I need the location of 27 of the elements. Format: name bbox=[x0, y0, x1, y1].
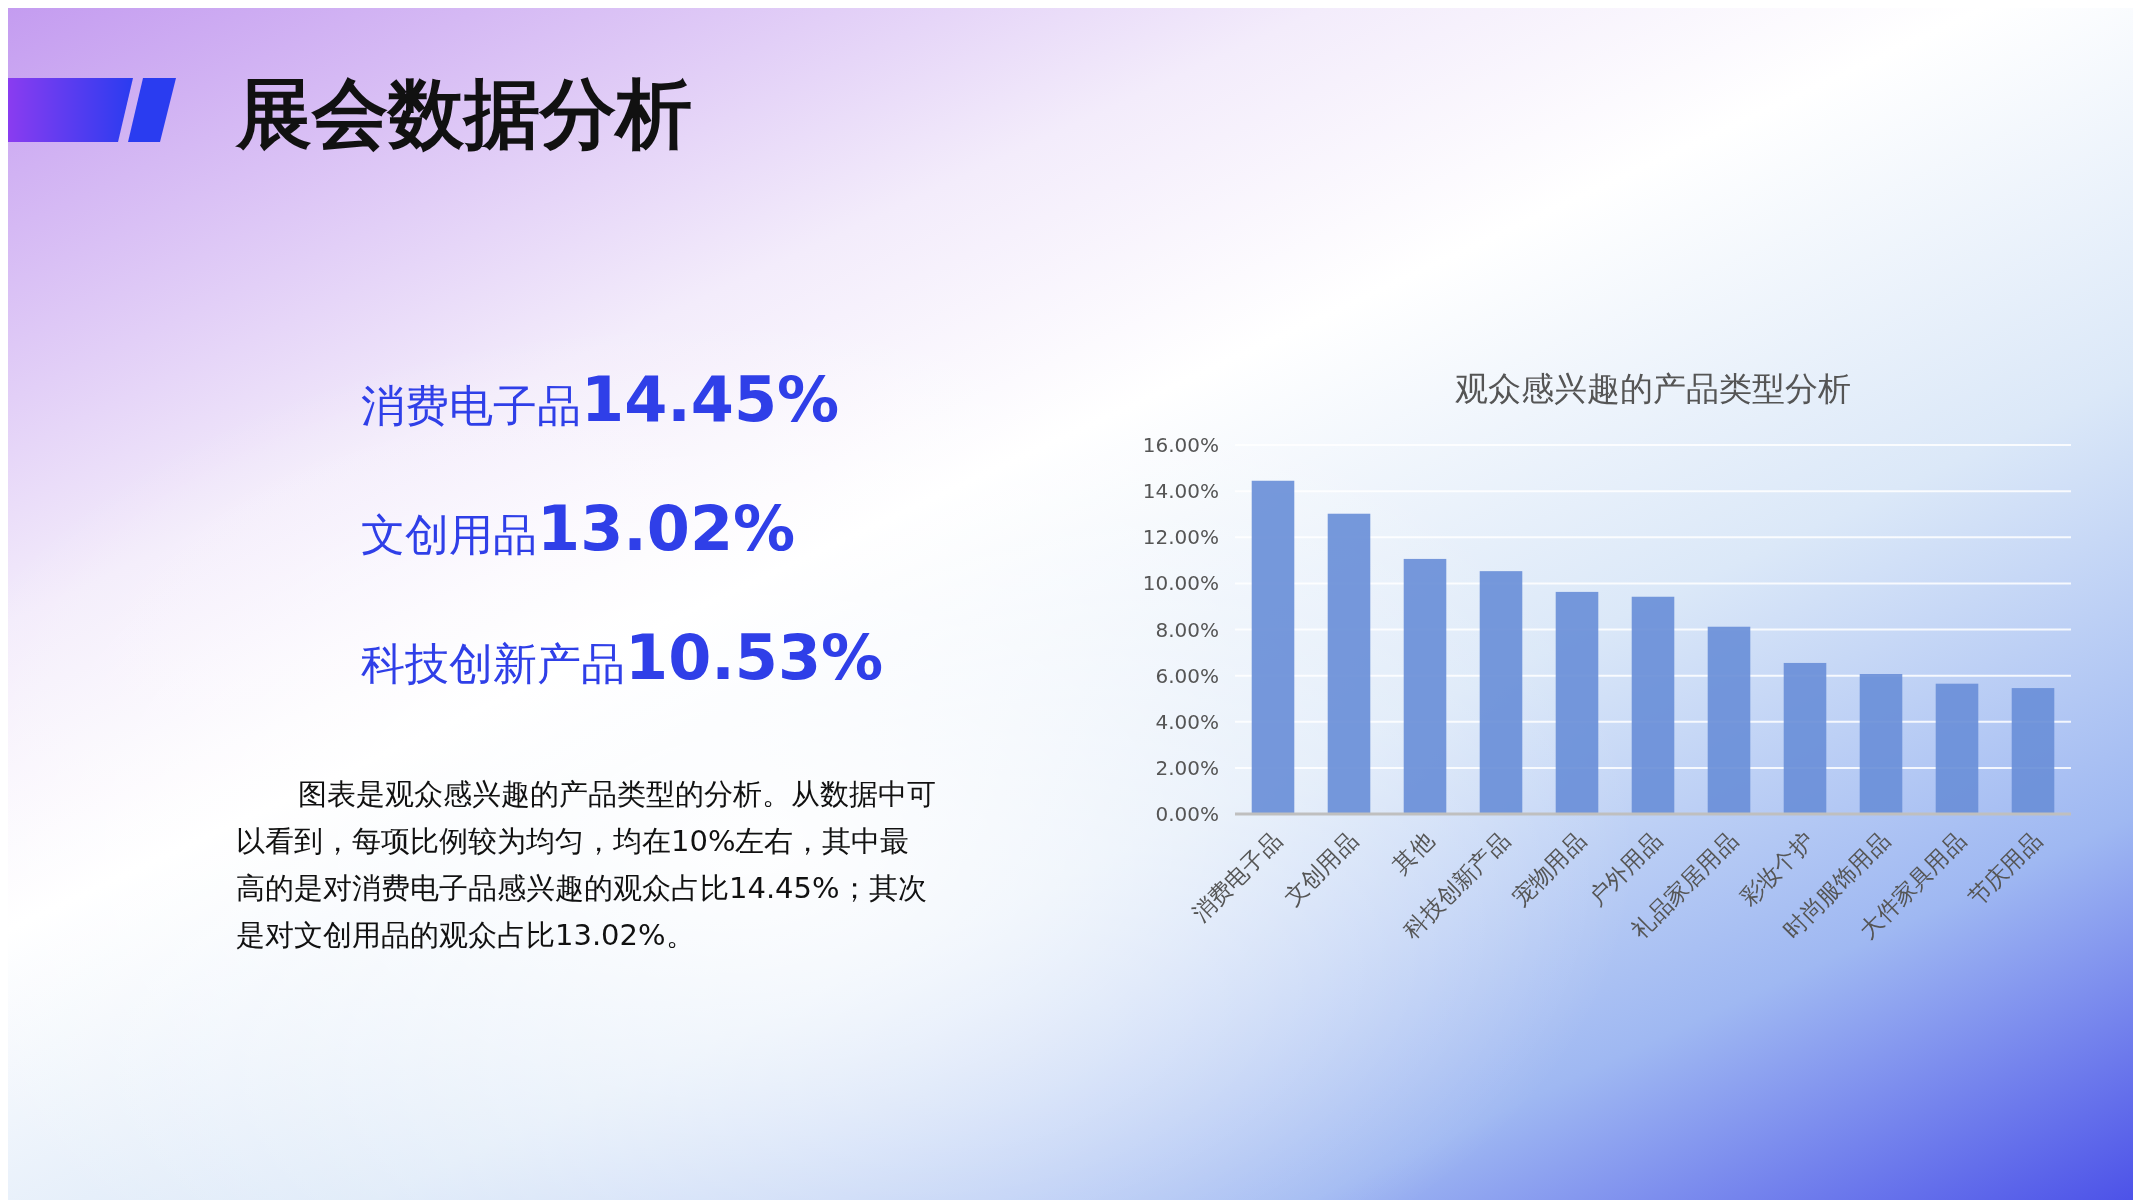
y-tick-label: 16.00% bbox=[1142, 433, 1219, 457]
y-tick-label: 6.00% bbox=[1155, 663, 1219, 688]
y-tick-label: 8.00% bbox=[1155, 617, 1219, 642]
text: 科技创新产品10.53% bbox=[361, 621, 884, 694]
text: 图表是观众感兴趣的产品类型的分析。从数据中可以看到，每项比例较为均匀，均在10%左右，其中最高的是对消费电子品感兴趣的观众占比14.45%；其次是对文创用品的观众占比13.02%。 bbox=[236, 776, 936, 954]
text: 展会数据分析 bbox=[236, 68, 692, 160]
y-tick-label: 2.00% bbox=[1155, 755, 1219, 780]
bar bbox=[1631, 596, 1675, 814]
y-tick-label: 14.00% bbox=[1142, 479, 1219, 504]
bar bbox=[1327, 513, 1371, 814]
x-tick-label: 其他 bbox=[1387, 827, 1439, 879]
chart-title: 观众感兴趣的产品类型分析 bbox=[1455, 369, 1851, 408]
text: 文创用品13.02% bbox=[361, 492, 796, 565]
bar bbox=[1479, 571, 1523, 814]
bar bbox=[1403, 558, 1447, 814]
text: 消费电子品14.45% bbox=[361, 363, 840, 436]
bar bbox=[1555, 591, 1599, 814]
bar bbox=[1859, 674, 1903, 814]
bar bbox=[1251, 480, 1295, 814]
y-tick-label: 10.00% bbox=[1142, 571, 1219, 596]
bar bbox=[1935, 683, 1979, 814]
bar bbox=[2011, 688, 2055, 814]
y-tick-label: 0.00% bbox=[1155, 802, 1219, 826]
bar bbox=[1707, 626, 1751, 814]
bar bbox=[1783, 662, 1827, 814]
y-tick-label: 4.00% bbox=[1155, 709, 1219, 734]
y-tick-label: 12.00% bbox=[1142, 525, 1219, 550]
